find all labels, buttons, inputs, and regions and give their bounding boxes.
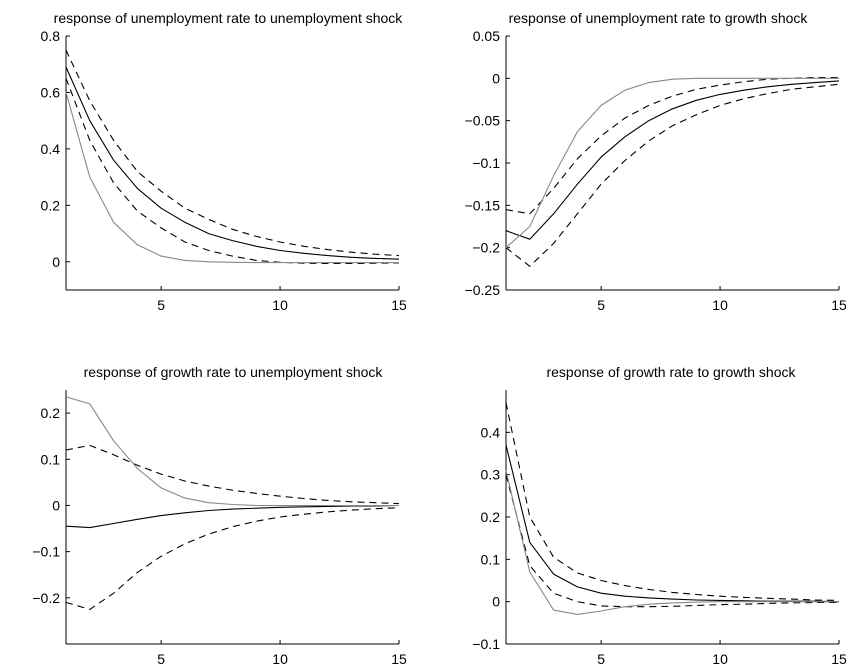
series-line-4 (505, 470, 839, 615)
series-line-3 (65, 78, 400, 265)
x-tick-label: 10 (272, 297, 288, 313)
y-tick-label: −0.1 (32, 544, 60, 560)
series-line-1 (505, 444, 840, 603)
y-tick-label: 0.6 (41, 84, 61, 100)
x-tick-label: 10 (712, 651, 728, 667)
y-tick-label: 0 (52, 497, 60, 513)
y-tick-label: 0.2 (41, 197, 61, 213)
series-line-4 (65, 396, 399, 507)
series-line-3 (505, 474, 839, 608)
series-line-4 (505, 77, 839, 249)
y-tick-label: 0.1 (41, 451, 61, 467)
series-line-4 (65, 92, 399, 264)
series-line-2 (505, 402, 840, 601)
series-line-3 (505, 76, 839, 215)
series-line-2 (65, 444, 400, 505)
series-line-1 (65, 66, 400, 260)
chart-panel-3: response of growth rate to unemployment … (32, 364, 407, 667)
chart-panel-2: response of unemployment rate to growth … (465, 10, 847, 313)
y-tick-label: −0.2 (32, 590, 60, 606)
y-tick-label: 0.8 (41, 28, 61, 44)
y-tick-label: −0.15 (465, 197, 501, 213)
series-line-1 (65, 504, 400, 529)
series-line-1 (505, 80, 840, 240)
chart-panel-4: response of growth rate to growth shock −… (472, 364, 847, 667)
y-tick-label: 0.2 (481, 509, 501, 525)
x-tick-label: 10 (272, 651, 288, 667)
x-tick-label: 5 (597, 297, 605, 313)
y-tick-label: 0.1 (481, 551, 501, 567)
series-line-2 (65, 49, 400, 257)
chart-title: response of growth rate to unemployment … (84, 364, 384, 380)
y-tick-label: 0 (492, 70, 500, 86)
x-tick-label: 15 (831, 297, 847, 313)
y-tick-label: −0.1 (472, 155, 500, 171)
chart-title: response of growth rate to growth shock (546, 364, 796, 380)
y-tick-label: 0.2 (41, 405, 61, 421)
y-tick-label: 0.4 (481, 424, 501, 440)
y-tick-label: 0.3 (481, 467, 501, 483)
y-tick-label: 0 (52, 254, 60, 270)
x-tick-label: 15 (391, 651, 407, 667)
series-line-2 (505, 83, 840, 267)
y-tick-label: −0.05 (465, 113, 501, 129)
x-tick-label: 5 (157, 651, 165, 667)
y-tick-label: 0.4 (41, 141, 61, 157)
x-tick-label: 5 (597, 651, 605, 667)
series-line-3 (65, 507, 400, 610)
x-tick-label: 10 (712, 297, 728, 313)
y-tick-label: 0 (492, 594, 500, 610)
x-tick-label: 15 (831, 651, 847, 667)
chart-title: response of unemployment rate to unemplo… (54, 10, 404, 26)
x-tick-label: 15 (391, 297, 407, 313)
chart-title: response of unemployment rate to growth … (509, 10, 809, 26)
y-tick-label: −0.2 (472, 240, 500, 256)
chart-panel-1: response of unemployment rate to unemplo… (41, 10, 407, 313)
y-tick-label: 0.05 (473, 28, 500, 44)
y-tick-label: −0.25 (465, 282, 501, 298)
x-tick-label: 5 (157, 297, 165, 313)
y-tick-label: −0.1 (472, 636, 500, 652)
